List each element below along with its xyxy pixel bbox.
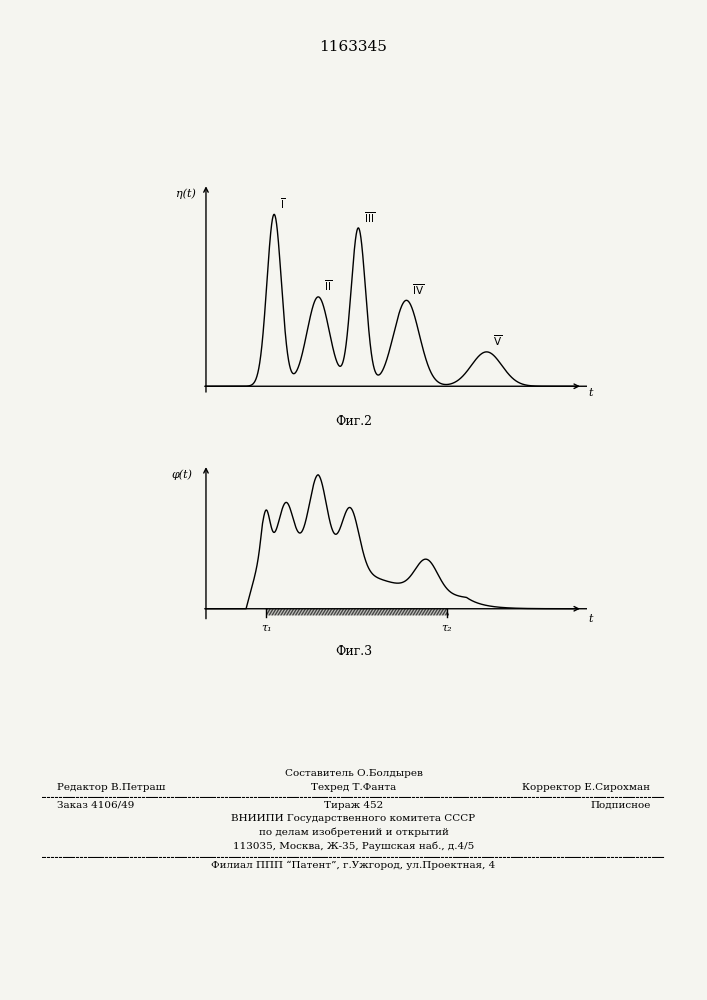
Text: Корректор Е.Сирохман: Корректор Е.Сирохман — [522, 783, 650, 792]
Text: Филиал ППП “Патент”, г.Ужгород, ул.Проектная, 4: Филиал ППП “Патент”, г.Ужгород, ул.Проек… — [211, 861, 496, 870]
Text: $\overline{\mathrm{IV}}$: $\overline{\mathrm{IV}}$ — [412, 282, 425, 297]
Text: 113035, Москва, Ж-35, Раушская наб., д.4/5: 113035, Москва, Ж-35, Раушская наб., д.4… — [233, 842, 474, 851]
Text: $\overline{\mathrm{III}}$: $\overline{\mathrm{III}}$ — [364, 210, 375, 225]
Text: τ₂: τ₂ — [441, 623, 452, 633]
Text: φ(t): φ(t) — [171, 470, 192, 480]
Text: Фиг.2: Фиг.2 — [335, 415, 372, 428]
Text: по делам изобретений и открытий: по делам изобретений и открытий — [259, 828, 448, 837]
Text: Редактор В.Петраш: Редактор В.Петраш — [57, 783, 165, 792]
Text: Техред Т.Фанта: Техред Т.Фанта — [311, 783, 396, 792]
Text: $\overline{\mathrm{V}}$: $\overline{\mathrm{V}}$ — [493, 334, 502, 348]
Text: Фиг.3: Фиг.3 — [335, 645, 372, 658]
Text: t: t — [588, 388, 593, 398]
Text: t: t — [588, 614, 593, 624]
Text: Заказ 4106/49: Заказ 4106/49 — [57, 801, 134, 810]
Text: Тираж 452: Тираж 452 — [324, 801, 383, 810]
Text: ВНИИПИ Государственного комитета СССР: ВНИИПИ Государственного комитета СССР — [231, 814, 476, 823]
Text: Составитель О.Болдырев: Составитель О.Болдырев — [284, 769, 423, 778]
Text: $\overline{\mathrm{I}}$: $\overline{\mathrm{I}}$ — [280, 196, 285, 211]
Text: Подписное: Подписное — [590, 801, 650, 810]
Text: $\overline{\mathrm{II}}$: $\overline{\mathrm{II}}$ — [325, 279, 332, 293]
Text: 1163345: 1163345 — [320, 40, 387, 54]
Text: τ₁: τ₁ — [261, 623, 271, 633]
Text: η(t): η(t) — [176, 188, 196, 199]
